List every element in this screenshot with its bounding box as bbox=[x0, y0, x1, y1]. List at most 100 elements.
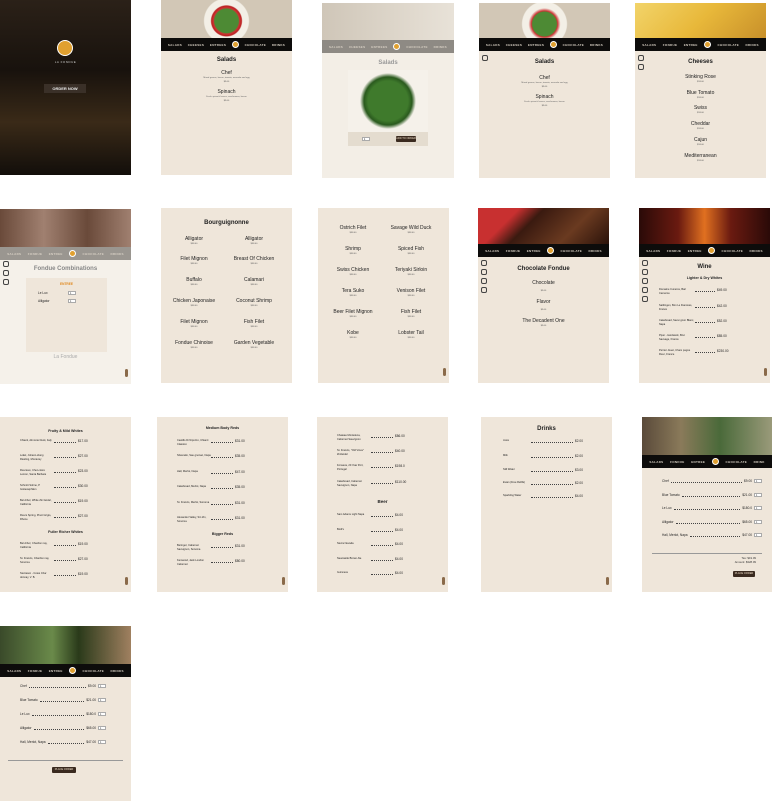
nav-salads[interactable]: SALADS bbox=[485, 42, 500, 47]
wine-row[interactable]: Bel Arbor, White Zin fandel, California $… bbox=[20, 499, 90, 507]
item-name[interactable]: Buffalo bbox=[186, 277, 202, 283]
item-name[interactable]: Swiss Chicken bbox=[336, 267, 370, 273]
chocolate-icon[interactable] bbox=[481, 287, 487, 293]
wine-row[interactable]: St. Francis, Merlot, Sonoma $31.00 bbox=[177, 501, 247, 505]
cheese-icon[interactable] bbox=[642, 269, 648, 275]
nav-fondue[interactable]: FONDUE bbox=[27, 251, 43, 256]
chocolate-icon[interactable] bbox=[642, 287, 648, 293]
item-name[interactable]: Chef bbox=[539, 75, 550, 81]
wine-row[interactable]: Cakebread, Cabernet Sauvignon, Napa $110.… bbox=[337, 480, 407, 488]
nav-entrees[interactable]: ENTREES bbox=[527, 42, 545, 47]
item-name[interactable]: Flavor bbox=[536, 299, 551, 305]
nav-fondue[interactable]: FONDUE bbox=[505, 248, 521, 253]
item-name[interactable]: Calamari bbox=[243, 277, 264, 283]
nav-cheeses[interactable]: CHEESES bbox=[505, 42, 523, 47]
quantity-input[interactable]: 1 bbox=[98, 740, 106, 744]
wine-row[interactable]: Castillo Di Nipozzo, Chianti Classico $31… bbox=[177, 439, 247, 447]
nav-chocolate[interactable]: CHOCOLATE bbox=[562, 42, 585, 47]
quantity-input[interactable]: 1 bbox=[754, 520, 762, 524]
place-order-button[interactable]: PLACE ORDER bbox=[733, 571, 755, 577]
pot-icon[interactable] bbox=[3, 279, 9, 285]
wine-row[interactable]: Perrier Jouet, Cham pagne Fleur, France $… bbox=[659, 349, 729, 357]
nav-fondue[interactable]: FONDUE bbox=[670, 459, 685, 464]
beer-row[interactable]: Sierra Nevada $4.00 bbox=[337, 542, 407, 546]
nav-drinks[interactable]: DRINKS bbox=[589, 42, 604, 47]
place-order-button[interactable]: PLACE ORDER bbox=[52, 767, 76, 773]
nav-drink[interactable]: DRINK bbox=[753, 459, 765, 464]
nav-chocolate[interactable]: CHOCOLATE bbox=[725, 459, 748, 464]
item-name[interactable]: Shrimp bbox=[345, 246, 361, 252]
quantity-input[interactable]: 1 bbox=[362, 137, 370, 141]
item-name[interactable]: Chocolate bbox=[532, 280, 555, 286]
wine-row[interactable]: Sterrasco - Cotes Char donnay, V. B. $19.… bbox=[20, 572, 90, 580]
wine-row[interactable]: Domaine Cuneros, Bari Carneros $49.00 bbox=[659, 288, 729, 296]
item-name[interactable]: Blue Tomato bbox=[686, 90, 715, 96]
nav-drinks[interactable]: DRINKS bbox=[110, 668, 124, 673]
nav-salads[interactable]: SALADS bbox=[646, 248, 661, 253]
nav-fondue[interactable]: FONDUE bbox=[666, 248, 682, 253]
wine-row[interactable]: Piper - Heidsieck, Brut Sauvage, France $… bbox=[659, 334, 729, 342]
beer-row[interactable]: Newcastle Brown Ale $4.00 bbox=[337, 557, 407, 561]
wine-row[interactable]: Cakebread, Sauvi gnon Blanc, Napa $52.00 bbox=[659, 319, 729, 327]
nav-fondue[interactable]: FONDUE bbox=[27, 668, 43, 673]
drink-row[interactable]: Sparkling Water $4.00 bbox=[503, 494, 587, 498]
wine-row[interactable]: Hall, Merlot, Napa $47.00 bbox=[177, 470, 247, 474]
quantity-input[interactable]: 1 bbox=[98, 698, 106, 702]
item-name[interactable]: Chicken Japonaise bbox=[172, 298, 216, 304]
item-name[interactable]: Breast Of Chicken bbox=[233, 256, 275, 262]
quantity-input[interactable]: 1 bbox=[98, 684, 106, 688]
item-name[interactable]: Tera Suko bbox=[341, 288, 365, 294]
beer-row[interactable]: Bodi's $4.00 bbox=[337, 528, 407, 532]
wine-row[interactable]: Silverado, Sau gnonac, Napa $35.00 bbox=[177, 454, 247, 458]
nav-entree[interactable]: ENTREE bbox=[687, 248, 702, 253]
item-name[interactable]: Beer Filet Mignon bbox=[333, 309, 373, 315]
cheese-icon[interactable] bbox=[3, 270, 9, 276]
item-name[interactable]: Garden Vegetable bbox=[233, 340, 275, 346]
item-name[interactable]: Coconut Shrimp bbox=[236, 298, 272, 304]
logo-icon[interactable] bbox=[393, 43, 401, 50]
item-name[interactable]: Spiced Fish bbox=[397, 246, 425, 252]
quantity-input[interactable]: 1 bbox=[754, 533, 762, 537]
cheese-icon[interactable] bbox=[638, 64, 644, 70]
item-name[interactable]: The Decadent One bbox=[522, 318, 565, 324]
nav-salads[interactable]: SALADS bbox=[485, 248, 500, 253]
wine-icon[interactable] bbox=[642, 296, 648, 302]
order-toggle[interactable] bbox=[443, 368, 446, 376]
nav-entree[interactable]: ENTREE bbox=[48, 251, 63, 256]
salad-bowl-icon[interactable] bbox=[638, 55, 644, 61]
nav-entree[interactable]: ENTREE bbox=[683, 42, 698, 47]
quantity-input[interactable]: 1 bbox=[68, 291, 76, 295]
nav-cheeses[interactable]: CHEESES bbox=[187, 42, 205, 47]
item-name[interactable]: Filet Mignon bbox=[180, 319, 208, 325]
nav-chocolate[interactable]: CHOCOLATE bbox=[717, 42, 740, 47]
nav-salads[interactable]: SALADS bbox=[7, 668, 22, 673]
wine-row[interactable]: Chianti, Almonte Duck, Italy $17.00 bbox=[20, 439, 90, 443]
logo-icon[interactable] bbox=[231, 41, 239, 48]
nav-entree[interactable]: ENTREE bbox=[48, 668, 63, 673]
item-name[interactable]: Alligator bbox=[244, 236, 264, 242]
wine-row[interactable]: Fleurs Spring, Pinot Grigio, Rhone $27.00 bbox=[20, 514, 90, 522]
item-name[interactable]: Alligator bbox=[184, 236, 204, 242]
nav-drinks[interactable]: DRINKS bbox=[745, 42, 759, 47]
nav-salads[interactable]: SALADS bbox=[649, 459, 664, 464]
order-toggle[interactable] bbox=[606, 577, 609, 585]
order-toggle[interactable] bbox=[125, 577, 128, 585]
item-name[interactable]: Stinking Rose bbox=[685, 74, 716, 80]
wine-row[interactable]: Alexander Valley, Sin Zin, Sonoma $31.00 bbox=[177, 516, 247, 524]
wine-row[interactable]: St. Francis, "Old Vines" Zinfandel $40.00 bbox=[337, 449, 407, 457]
item-name[interactable]: Cheddar bbox=[690, 121, 711, 127]
item-name[interactable]: Kobe bbox=[347, 330, 359, 336]
nav-salads[interactable]: SALADS bbox=[167, 42, 182, 47]
item-name[interactable]: Fish Filet bbox=[400, 309, 422, 315]
quantity-input[interactable]: 1 bbox=[754, 506, 762, 510]
item-name[interactable]: Lobster Tail bbox=[398, 330, 424, 336]
order-toggle[interactable] bbox=[125, 369, 128, 377]
nav-drinks[interactable]: DRINKS bbox=[271, 42, 286, 47]
nav-chocolate[interactable]: CHOCOLATE bbox=[244, 42, 267, 47]
nav-entree[interactable]: ENTREE bbox=[691, 459, 706, 464]
wine-row[interactable]: Beringer, Cabernet Sauvignon, Sonoma $31.… bbox=[177, 544, 247, 552]
item-name[interactable]: Fish Filet bbox=[243, 319, 265, 325]
logo-icon[interactable] bbox=[69, 667, 77, 674]
drink-row[interactable]: Evian (Free Refills) $2.00 bbox=[503, 481, 587, 485]
pot-icon[interactable] bbox=[642, 278, 648, 284]
